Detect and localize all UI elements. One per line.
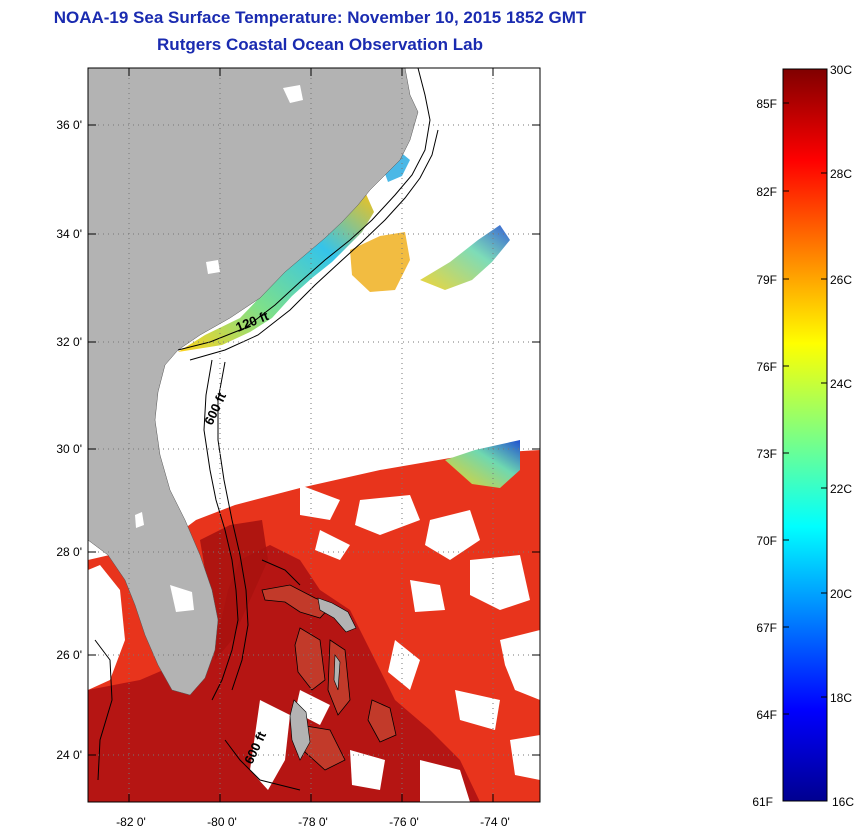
offshore-sst-se xyxy=(445,440,520,488)
map-title: NOAA-19 Sea Surface Temperature: Novembe… xyxy=(53,8,587,27)
colorbar-c-label: 18C xyxy=(830,691,852,705)
lon-tick-label: -82 0' xyxy=(116,815,146,829)
colorbar-c-label: 16C xyxy=(832,795,854,809)
lon-tick-label: -76 0' xyxy=(389,815,419,829)
bahamas-land xyxy=(289,597,357,761)
colorbar-c-label: 24C xyxy=(830,377,852,391)
colorbar-c-label: 22C xyxy=(830,482,852,496)
lon-tick-labels: -82 0' -80 0' -78 0' -76 0' -74 0' xyxy=(116,815,510,829)
colorbar-f-label: 85F xyxy=(756,97,777,111)
colorbar-f-label: 67F xyxy=(756,621,777,635)
lat-tick-label: 32 0' xyxy=(56,335,82,349)
colorbar-f-label: 70F xyxy=(756,534,777,548)
frame-ticks xyxy=(88,68,540,802)
bahamas-banks xyxy=(261,584,397,771)
colorbar-ticks xyxy=(783,102,827,715)
lat-tick-label: 26 0' xyxy=(56,648,82,662)
lat-tick-label: 28 0' xyxy=(56,545,82,559)
colorbar-c-label: 26C xyxy=(830,273,852,287)
colorbar-f-label: 76F xyxy=(756,360,777,374)
lat-tick-label: 36 0' xyxy=(56,118,82,132)
lat-tick-label: 30 0' xyxy=(56,442,82,456)
map-subtitle: Rutgers Coastal Ocean Observation Lab xyxy=(157,35,483,54)
colorbar-c-label: 20C xyxy=(830,587,852,601)
colorbar-c-label: 28C xyxy=(830,167,852,181)
shelf-sst-ne xyxy=(350,232,410,292)
graticule xyxy=(88,68,540,802)
inland-lakes xyxy=(135,85,303,612)
map-frame xyxy=(87,67,541,803)
colorbar-f-label: 61F xyxy=(752,795,773,809)
colorbar xyxy=(782,68,828,802)
colorbar-f-label: 82F xyxy=(756,185,777,199)
lon-tick-label: -78 0' xyxy=(298,815,328,829)
colorbar-c-label: 30C xyxy=(830,63,852,77)
us-southeast-land xyxy=(88,68,419,696)
lon-tick-label: -80 0' xyxy=(207,815,237,829)
lon-tick-label: -74 0' xyxy=(480,815,510,829)
bathymetry-contours xyxy=(94,68,439,791)
colorbar-f-label: 64F xyxy=(756,708,777,722)
offshore-sst-east xyxy=(420,225,510,290)
lat-tick-label: 24 0' xyxy=(56,748,82,762)
lat-tick-label: 34 0' xyxy=(56,227,82,241)
lat-tick-labels: 36 0' 34 0' 32 0' 30 0' 28 0' 26 0' 24 0… xyxy=(56,118,82,762)
cloud-mask xyxy=(88,485,540,802)
colorbar-celsius-labels: 30C 28C 26C 24C 22C 20C 18C 16C xyxy=(830,63,854,809)
colorbar-f-label: 73F xyxy=(756,447,777,461)
colorbar-fahrenheit-labels: 85F 82F 79F 76F 73F 70F 67F 64F 61F xyxy=(752,97,777,809)
colorbar-f-label: 79F xyxy=(756,273,777,287)
